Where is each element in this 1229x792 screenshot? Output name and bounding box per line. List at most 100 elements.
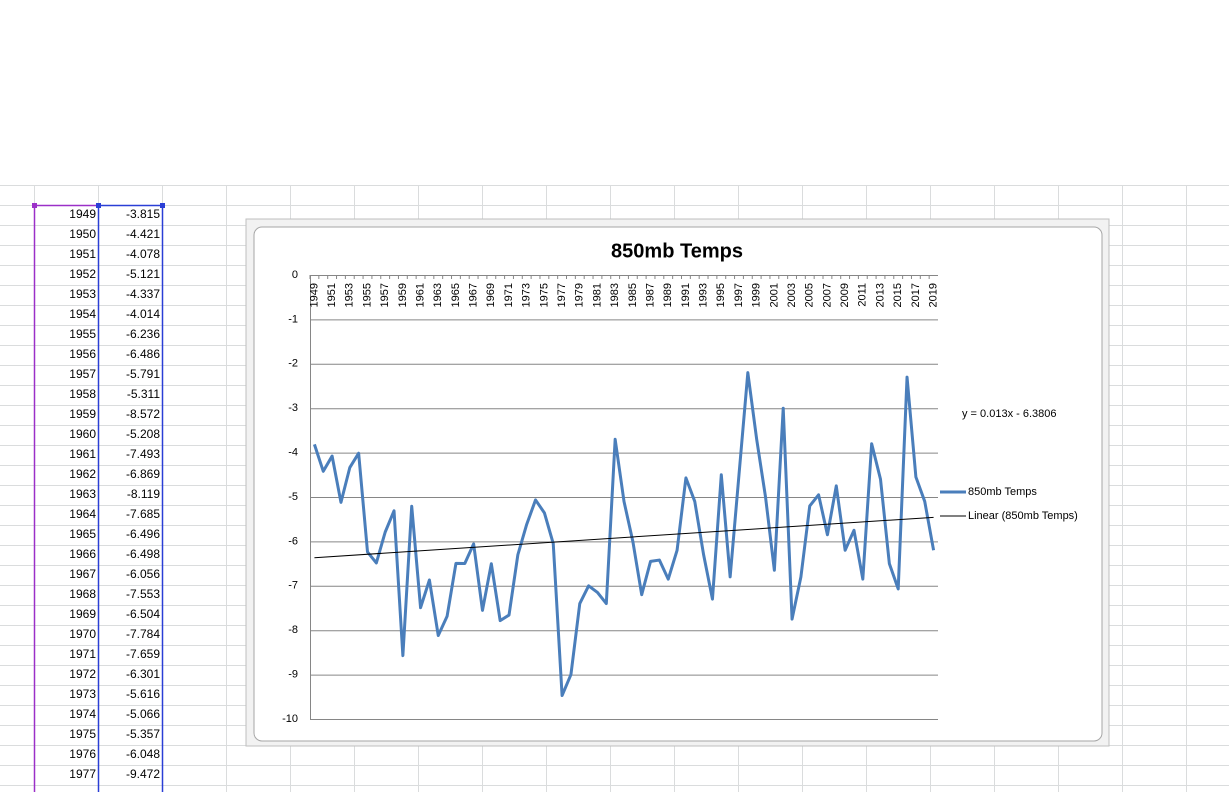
cell-year: 1956: [69, 347, 96, 361]
x-tick-label: 1967: [468, 283, 480, 307]
trendline-equation: y = 0.013x - 6.3806: [962, 408, 1056, 420]
cell-year: 1974: [69, 707, 96, 721]
cell-value: -6.048: [126, 747, 160, 761]
cell-value: -7.493: [126, 447, 160, 461]
legend-label: Linear (850mb Temps): [968, 510, 1078, 522]
cell-value: -6.504: [126, 607, 160, 621]
y-tick-label: -5: [288, 491, 298, 503]
cell-value: -7.784: [126, 627, 160, 641]
cell-value: -5.791: [126, 367, 160, 381]
cell-year: 1951: [69, 247, 96, 261]
x-tick-label: 1953: [344, 283, 356, 307]
x-tick-label: 1979: [574, 283, 586, 307]
x-tick-label: 1971: [503, 283, 515, 307]
cell-year: 1976: [69, 747, 96, 761]
x-tick-label: 2015: [892, 283, 904, 307]
cell-year: 1965: [69, 527, 96, 541]
x-tick-label: 1993: [698, 283, 710, 307]
cell-value: -5.066: [126, 707, 160, 721]
cell-value: -6.486: [126, 347, 160, 361]
x-tick-label: 2011: [857, 283, 869, 307]
cell-value: -6.869: [126, 467, 160, 481]
x-tick-label: 1955: [361, 283, 373, 307]
cell-year: 1961: [69, 447, 96, 461]
cell-value: -6.496: [126, 527, 160, 541]
cell-year: 1966: [69, 547, 96, 561]
x-tick-label: 2019: [927, 283, 939, 307]
cell-year: 1949: [69, 207, 96, 221]
cell-value: -3.815: [126, 207, 160, 221]
cell-year: 1972: [69, 667, 96, 681]
x-tick-label: 1977: [556, 283, 568, 307]
cell-value: -5.121: [126, 267, 160, 281]
x-tick-label: 1969: [485, 283, 497, 307]
cell-year: 1975: [69, 727, 96, 741]
cell-year: 1955: [69, 327, 96, 341]
cell-value: -4.014: [126, 307, 160, 321]
x-tick-label: 1973: [521, 283, 533, 307]
x-tick-label: 1983: [609, 283, 621, 307]
cell-year: 1954: [69, 307, 96, 321]
x-tick-label: 1985: [627, 283, 639, 307]
trendline: [314, 516, 934, 559]
x-tick-label: 1999: [751, 283, 763, 307]
cell-year: 1959: [69, 407, 96, 421]
x-tick-label: 1975: [538, 283, 550, 307]
x-tick-label: 1959: [397, 283, 409, 307]
chart-area: [253, 226, 1103, 742]
x-tick-label: 1963: [432, 283, 444, 307]
cell-value: -7.685: [126, 507, 160, 521]
x-tick-label: 1951: [326, 283, 338, 307]
x-tick-label: 1991: [680, 283, 692, 307]
y-tick-label: -9: [288, 669, 298, 681]
y-tick-label: -8: [288, 624, 298, 636]
x-tick-label: 1987: [644, 283, 656, 307]
x-tick-label: 2009: [839, 283, 851, 307]
cell-year: 1969: [69, 607, 96, 621]
cell-year: 1952: [69, 267, 96, 281]
cell-year: 1977: [69, 767, 96, 781]
cell-value: -5.311: [127, 387, 160, 401]
x-tick-label: 2007: [821, 283, 833, 307]
y-tick-label: -3: [288, 402, 298, 414]
chart-object[interactable]: 850mb Temps 0 -1 -2 -3 -4 -5 -6 -7 -8 -9 -10 1949 19…: [245, 218, 1110, 747]
cell-value: -6.498: [126, 547, 160, 561]
cell-value: -5.616: [126, 687, 160, 701]
data-line: [312, 371, 936, 698]
x-tick-label: 1989: [662, 283, 674, 307]
sheet-cells[interactable]: 1949 -3.815 1950 -4.421 1951 -4.078 1952 -5.121…: [32, 203, 165, 792]
cell-year: 1960: [69, 427, 96, 441]
y-tick-label: -1: [288, 313, 298, 325]
cell-year: 1970: [69, 627, 96, 641]
y-tick-label: -2: [288, 358, 298, 370]
cell-value: -8.119: [127, 487, 160, 501]
y-tick-label: -7: [288, 580, 298, 592]
legend-label: 850mb Temps: [968, 486, 1037, 498]
cell-year: 1964: [69, 507, 96, 521]
x-tick-label: 1949: [308, 283, 320, 307]
cell-value: -6.236: [126, 327, 160, 341]
cell-year: 1963: [69, 487, 96, 501]
y-tick-label: -6: [288, 535, 298, 547]
x-tick-label: 1965: [450, 283, 462, 307]
cell-value: -5.208: [126, 427, 160, 441]
selection-handle: [160, 203, 165, 208]
cell-year: 1962: [69, 467, 96, 481]
cell-value: -5.357: [126, 727, 160, 741]
cell-value: -4.078: [126, 247, 160, 261]
x-tick-label: 1957: [379, 283, 391, 307]
x-tick-label: 2017: [910, 283, 922, 307]
x-tick-label: 2013: [874, 283, 886, 307]
cell-year: 1953: [69, 287, 96, 301]
x-tick-label: 2003: [786, 283, 798, 307]
cell-value: -8.572: [126, 407, 160, 421]
x-tick-label: 1981: [591, 283, 603, 307]
cell-year: 1973: [69, 687, 96, 701]
cell-value: -4.421: [126, 227, 160, 241]
cell-year: 1950: [69, 227, 96, 241]
x-tick-label: 1997: [733, 283, 745, 307]
x-tick-label: 1961: [414, 283, 426, 307]
